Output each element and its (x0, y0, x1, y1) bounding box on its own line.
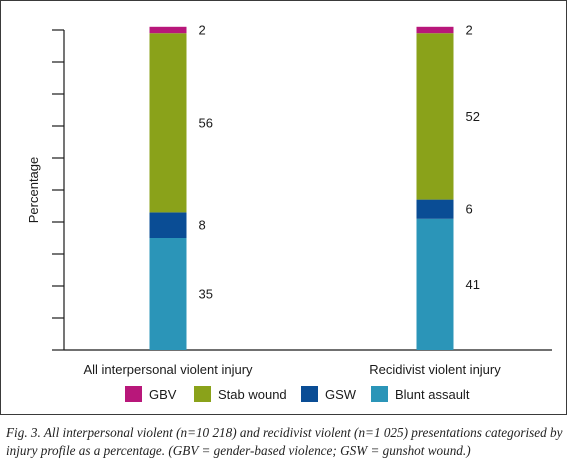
figure-frame (0, 0, 567, 415)
legend-label: GBV (149, 387, 177, 402)
bar-segment-stab-wound (416, 33, 454, 200)
data-label: 8 (199, 218, 206, 233)
legend-swatch (371, 386, 388, 402)
labels: 35 8 56 2 All interpersonal violent injury 41… (83, 23, 501, 378)
data-label: 6 (466, 202, 473, 217)
category-label: All interpersonal violent injury (83, 362, 253, 377)
legend-label: Blunt assault (395, 387, 470, 402)
y-axis-label: Percentage (26, 157, 41, 224)
data-label: 2 (466, 23, 473, 38)
bar-segment-stab-wound (149, 33, 187, 213)
data-label: 56 (199, 115, 213, 130)
bar-segment-gsw (416, 199, 454, 219)
bar-segment-gbv (416, 26, 454, 34)
stacked-bar-chart: Percentage 35 8 56 2 All interpersonal viole… (26, 23, 552, 402)
bars (149, 26, 454, 350)
legend-swatch (194, 386, 211, 402)
legend-swatch (125, 386, 142, 402)
axes: Percentage (26, 29, 552, 351)
legend: GBV Stab wound GSW Blunt assault (125, 386, 470, 402)
data-label: 52 (466, 109, 480, 124)
figure-caption: Fig. 3. All interpersonal violent (n=10 … (6, 425, 563, 458)
bar-segment-gbv (149, 26, 187, 34)
category-label: Recidivist violent injury (369, 362, 501, 377)
bar-segment-gsw (149, 212, 187, 238)
legend-label: Stab wound (218, 387, 287, 402)
legend-label: GSW (325, 387, 357, 402)
data-label: 2 (199, 23, 206, 38)
data-label: 35 (199, 287, 213, 302)
data-label: 41 (466, 277, 480, 292)
legend-swatch (301, 386, 318, 402)
bar-segment-blunt-assault (416, 218, 454, 350)
bar-segment-blunt-assault (149, 238, 187, 350)
